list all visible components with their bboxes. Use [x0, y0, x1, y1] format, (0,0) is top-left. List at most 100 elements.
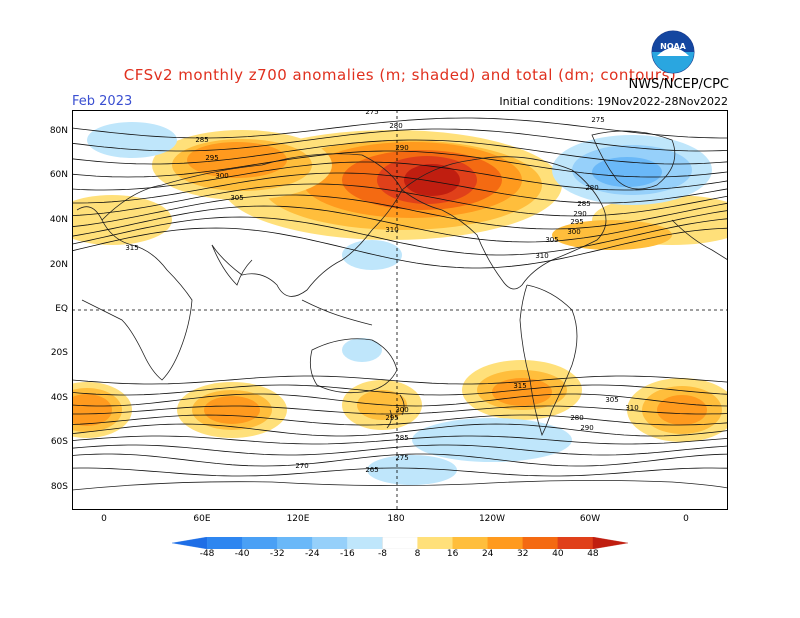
colorbar-swatch [277, 537, 313, 549]
contour-line [72, 453, 728, 467]
anomaly-blob [367, 455, 457, 485]
anomaly-blob [72, 394, 112, 426]
contour-line [72, 414, 728, 426]
lon-label-0-right: 0 [683, 514, 689, 524]
forecast-month: Feb 2023 [72, 94, 133, 109]
lat-label-eq: EQ [55, 304, 68, 314]
contour-line [72, 117, 728, 139]
colorbar-label: 16 [446, 549, 459, 559]
contour-label: 305 [605, 396, 618, 404]
contour-label: 265 [365, 466, 378, 474]
lon-label-60w: 60W [579, 514, 601, 524]
chart-title: CFSv2 monthly z700 anomalies (m; shaded)… [123, 66, 677, 84]
contour-label: 290 [573, 210, 586, 218]
lon-label-180: 180 [387, 514, 405, 524]
contour-line [72, 393, 728, 407]
contour-line [72, 194, 728, 230]
contour-label: 270 [295, 462, 308, 470]
contour-line [72, 467, 728, 477]
contour-line [72, 444, 728, 456]
contour-label: 305 [230, 194, 243, 202]
contour-label: 290 [395, 144, 408, 152]
contour-line [72, 150, 728, 178]
colorbar-label: -16 [340, 549, 355, 559]
lat-label-40n: 40N [49, 215, 68, 225]
anomaly-blob [492, 378, 552, 406]
colorbar-label: 48 [587, 549, 599, 559]
contour-line [72, 205, 728, 243]
height-contours [72, 117, 728, 477]
contour-label: 280 [389, 122, 402, 130]
contour-label: 315 [513, 382, 526, 390]
lat-label-20s: 20S [50, 348, 68, 358]
colorbar-swatch [172, 537, 208, 549]
colorbar-label: -8 [377, 549, 387, 559]
contour-label: 275 [395, 454, 408, 462]
colorbar [172, 537, 628, 549]
colorbar-swatch [557, 537, 594, 549]
anomaly-blob [204, 396, 260, 424]
contour-label: 295 [385, 414, 398, 422]
contour-label: 280 [585, 184, 598, 192]
colorbar-swatch [592, 537, 628, 549]
coastlines [72, 130, 728, 491]
contour-label: 305 [545, 236, 558, 244]
contour-label: 315 [125, 244, 138, 252]
initial-conditions: Initial conditions: 19Nov2022-28Nov2022 [499, 95, 728, 108]
contour-line [72, 161, 728, 191]
contour-label: 275 [365, 110, 378, 116]
colorbar-swatch [206, 537, 243, 549]
anomaly-blob [342, 240, 402, 270]
colorbar-swatch [522, 537, 559, 549]
anomaly-shading [72, 122, 728, 485]
lon-label-120w: 120W [478, 514, 506, 524]
anomaly-map: 2752802852902953003053103152752802852902… [72, 110, 728, 510]
anomaly-blob [592, 157, 662, 187]
contour-label: 310 [625, 404, 638, 412]
colorbar-label: -32 [269, 549, 285, 559]
contour-label: 295 [205, 154, 218, 162]
colorbar-swatch [417, 537, 454, 549]
lat-label-80s: 80S [50, 482, 68, 492]
contour-line [72, 423, 728, 437]
lon-label-60e: 60E [193, 514, 211, 524]
lat-label-60n: 60N [49, 170, 68, 180]
contour-line [72, 405, 728, 415]
contour-line [72, 384, 728, 396]
lon-label-120e: 120E [286, 514, 310, 524]
colorbar-swatch [242, 537, 278, 549]
anomaly-blob [342, 338, 382, 362]
contour-labels: 2752802852902953003053103152752802852902… [125, 110, 638, 474]
contour-line [72, 128, 728, 152]
anomaly-blob [187, 142, 287, 178]
agency-label: NWS/NCEP/CPC [628, 77, 729, 92]
contour-line [72, 216, 728, 256]
contour-line [72, 183, 728, 217]
colorbar-label: 24 [481, 549, 494, 559]
contour-label: 280 [570, 414, 583, 422]
contour-label: 295 [570, 218, 583, 226]
colorbar-label: 8 [414, 549, 421, 559]
contour-label: 285 [577, 200, 590, 208]
contour-label: 285 [395, 434, 408, 442]
anomaly-blob [657, 395, 707, 425]
contour-label: 310 [385, 226, 398, 234]
contour-line [72, 227, 728, 269]
lat-label-40s: 40S [50, 393, 68, 403]
contour-label: 300 [215, 172, 228, 180]
colorbar-swatch [382, 537, 419, 549]
lat-label-60s: 60S [50, 437, 68, 447]
anomaly-blob [404, 164, 460, 196]
colorbar-label: -40 [234, 549, 250, 559]
lat-label-80n: 80N [49, 126, 68, 136]
lon-label-0: 0 [101, 514, 107, 524]
colorbar-label: -48 [199, 549, 215, 559]
contour-label: 300 [395, 406, 408, 414]
colorbar-swatch [347, 537, 384, 549]
contour-line [72, 435, 728, 445]
colorbar-swatch [452, 537, 489, 549]
contour-label: 300 [567, 228, 580, 236]
colorbar-label: -24 [304, 549, 320, 559]
svg-text:NOAA: NOAA [660, 42, 686, 51]
contour-label: 290 [580, 424, 593, 432]
